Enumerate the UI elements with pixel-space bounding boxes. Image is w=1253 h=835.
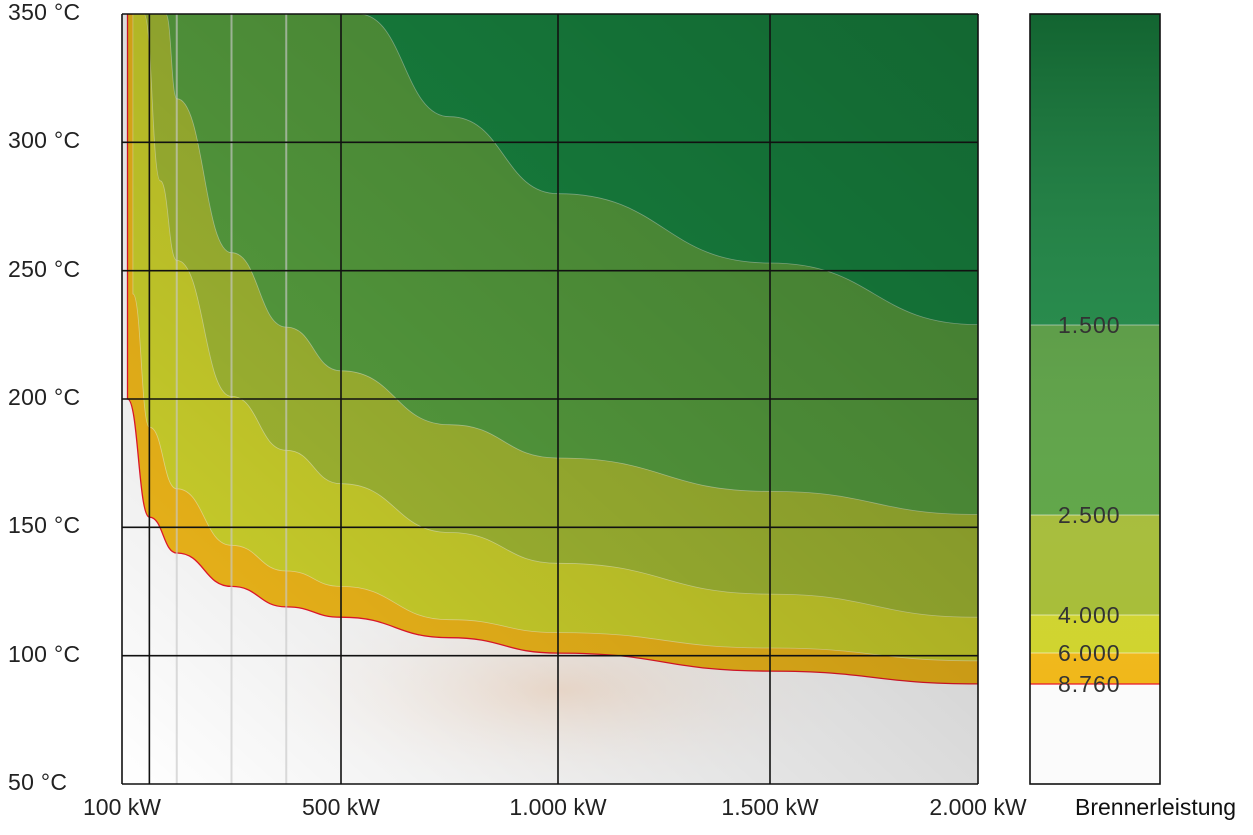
y-tick-label: 100 °C	[8, 640, 81, 667]
colorbar-level-label: 1.500	[1058, 312, 1121, 338]
colorbar-level-label: 2.500	[1058, 502, 1121, 528]
colorbar-level-label: 6.000	[1058, 640, 1121, 666]
x-tick-label: 1.000 kW	[509, 794, 607, 820]
colorbar-shading	[1030, 14, 1160, 684]
y-tick-label: 200 °C	[8, 384, 81, 410]
y-tick-label: 50 °C	[8, 769, 68, 795]
colorbar-band-base	[1030, 684, 1160, 784]
y-tick-label: 300 °C	[8, 127, 81, 154]
colorbar-level-label: 8.760	[1058, 671, 1121, 697]
x-tick-label: 500 kW	[302, 794, 380, 820]
y-tick-label: 350 °C	[8, 0, 81, 25]
colorbar	[1029, 13, 1161, 785]
x-tick-label: 100 kW	[83, 794, 161, 820]
y-tick-label: 150 °C	[8, 512, 81, 539]
x-tick-label: 1.500 kW	[721, 794, 819, 820]
x-tick-label: 2.000 kW	[929, 794, 1027, 820]
plot-area	[121, 13, 979, 785]
y-tick-label: 250 °C	[8, 255, 81, 282]
colorbar-frame	[1029, 13, 1161, 785]
colorbar-level-label: 4.000	[1058, 602, 1121, 628]
x-axis-label: Brennerleistung	[1075, 794, 1237, 820]
